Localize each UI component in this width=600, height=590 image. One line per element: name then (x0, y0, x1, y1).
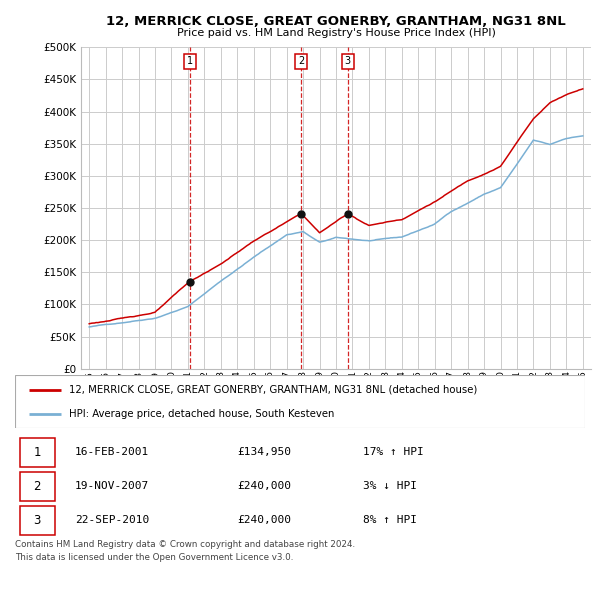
Text: £240,000: £240,000 (238, 516, 292, 525)
Text: 2: 2 (298, 57, 304, 66)
Text: 1: 1 (187, 57, 193, 66)
Text: Contains HM Land Registry data © Crown copyright and database right 2024.: Contains HM Land Registry data © Crown c… (15, 540, 355, 549)
Text: 19-NOV-2007: 19-NOV-2007 (75, 481, 149, 491)
FancyBboxPatch shape (20, 506, 55, 535)
Text: HPI: Average price, detached house, South Kesteven: HPI: Average price, detached house, Sout… (69, 409, 335, 419)
Text: 17% ↑ HPI: 17% ↑ HPI (362, 447, 424, 457)
Text: 2: 2 (34, 480, 41, 493)
FancyBboxPatch shape (20, 472, 55, 501)
Text: 3% ↓ HPI: 3% ↓ HPI (362, 481, 416, 491)
Text: 12, MERRICK CLOSE, GREAT GONERBY, GRANTHAM, NG31 8NL: 12, MERRICK CLOSE, GREAT GONERBY, GRANTH… (106, 15, 566, 28)
Text: 3: 3 (345, 57, 351, 66)
Text: £240,000: £240,000 (238, 481, 292, 491)
FancyBboxPatch shape (20, 438, 55, 467)
Text: 22-SEP-2010: 22-SEP-2010 (75, 516, 149, 525)
Text: 3: 3 (34, 514, 41, 527)
Text: £134,950: £134,950 (238, 447, 292, 457)
Text: 16-FEB-2001: 16-FEB-2001 (75, 447, 149, 457)
Text: 1: 1 (34, 445, 41, 459)
Text: This data is licensed under the Open Government Licence v3.0.: This data is licensed under the Open Gov… (15, 553, 293, 562)
Text: 8% ↑ HPI: 8% ↑ HPI (362, 516, 416, 525)
Text: 12, MERRICK CLOSE, GREAT GONERBY, GRANTHAM, NG31 8NL (detached house): 12, MERRICK CLOSE, GREAT GONERBY, GRANTH… (69, 385, 478, 395)
Text: Price paid vs. HM Land Registry's House Price Index (HPI): Price paid vs. HM Land Registry's House … (176, 28, 496, 38)
FancyBboxPatch shape (15, 375, 585, 428)
